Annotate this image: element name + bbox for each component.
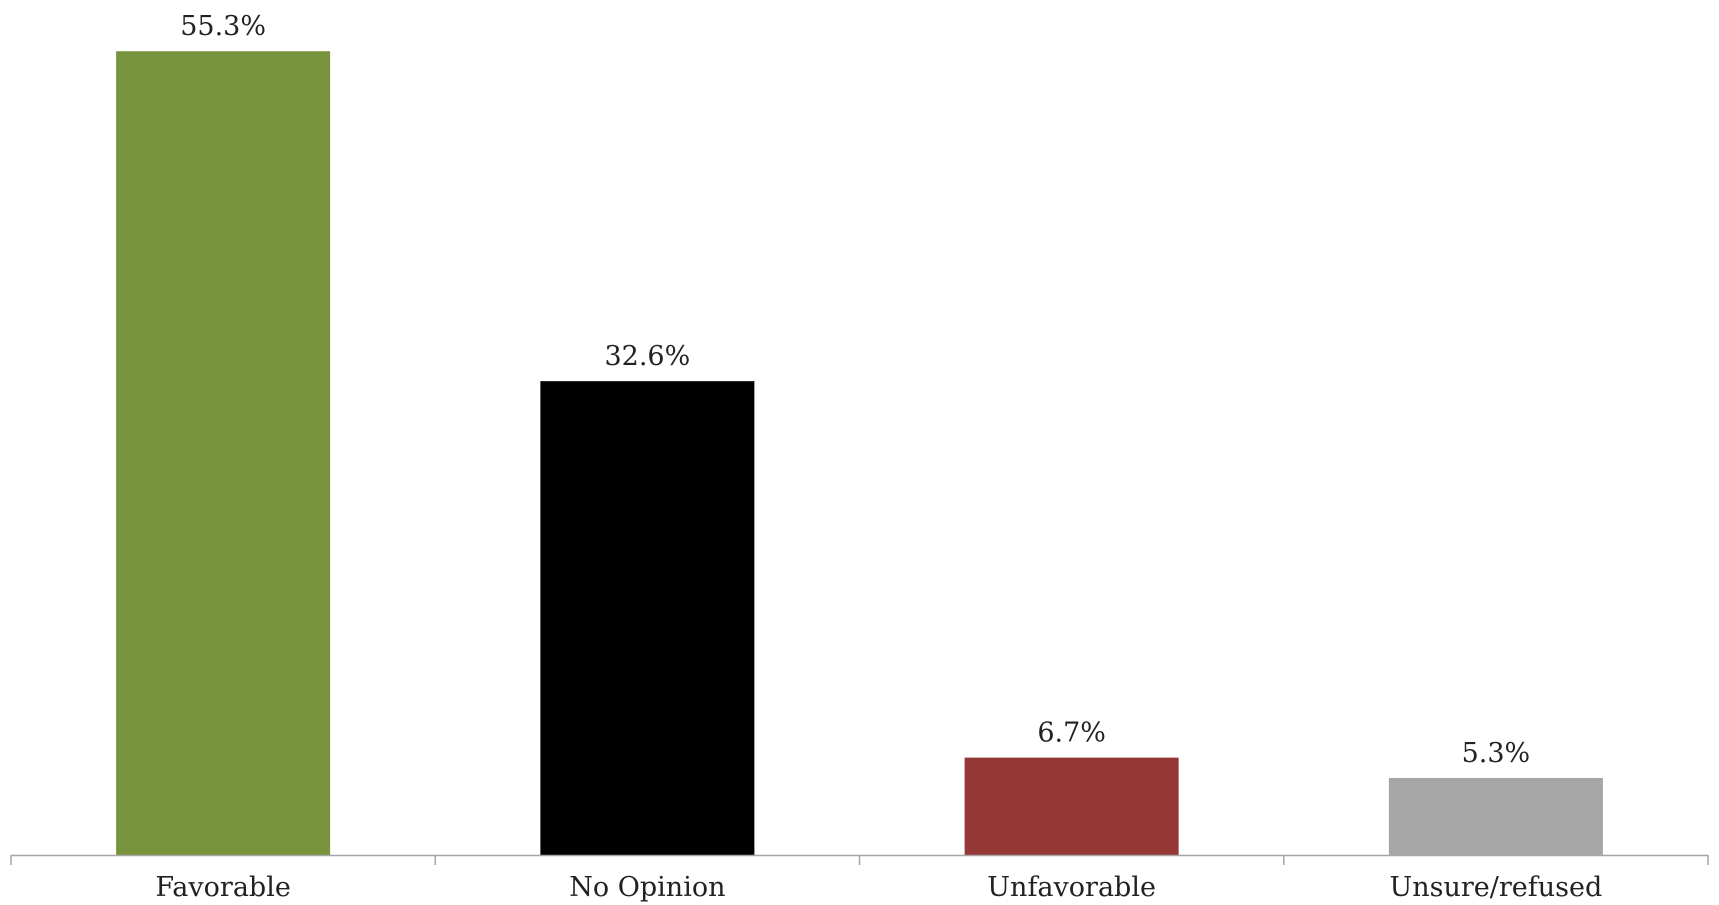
x-tick-label: Unfavorable	[987, 872, 1156, 903]
bar-unsure-refused	[1389, 778, 1603, 855]
x-tick-label: No Opinion	[569, 872, 725, 903]
bar-favorable	[116, 51, 330, 855]
bar-unfavorable	[965, 758, 1179, 855]
data-label: 5.3%	[1462, 738, 1531, 769]
data-label: 55.3%	[180, 11, 266, 42]
x-tick-label: Unsure/refused	[1389, 872, 1602, 903]
data-label: 6.7%	[1037, 718, 1106, 749]
bar-no-opinion	[540, 381, 754, 855]
data-label: 32.6%	[604, 341, 690, 372]
x-tick-label: Favorable	[155, 872, 290, 903]
